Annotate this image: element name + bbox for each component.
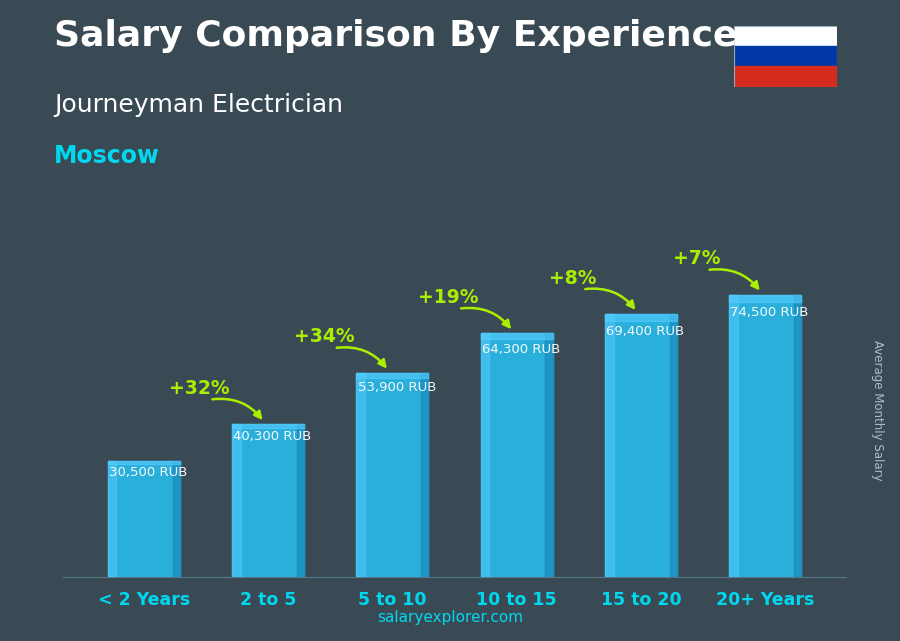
Text: 74,500 RUB: 74,500 RUB: [731, 306, 809, 319]
Bar: [605, 314, 677, 577]
Bar: [108, 462, 116, 577]
Bar: [108, 462, 180, 464]
Bar: [729, 295, 738, 577]
Bar: [670, 314, 677, 577]
Bar: [232, 424, 304, 577]
Bar: [734, 46, 837, 66]
Bar: [545, 333, 553, 577]
Text: +19%: +19%: [418, 288, 479, 307]
Bar: [481, 333, 490, 577]
Bar: [356, 373, 365, 577]
Text: salaryexplorer.com: salaryexplorer.com: [377, 610, 523, 625]
Bar: [734, 26, 837, 46]
Bar: [605, 314, 614, 577]
Bar: [108, 462, 180, 577]
Text: 30,500 RUB: 30,500 RUB: [109, 466, 187, 479]
Bar: [356, 372, 428, 378]
Bar: [481, 333, 553, 577]
Text: Salary Comparison By Experience: Salary Comparison By Experience: [54, 19, 737, 53]
Bar: [356, 373, 428, 577]
Bar: [481, 333, 553, 340]
Text: +32%: +32%: [169, 379, 230, 397]
Text: Journeyman Electrician: Journeyman Electrician: [54, 93, 343, 117]
Bar: [605, 314, 677, 320]
Bar: [421, 373, 428, 577]
Bar: [173, 462, 180, 577]
Bar: [794, 295, 801, 577]
Text: +8%: +8%: [549, 269, 597, 288]
Text: 69,400 RUB: 69,400 RUB: [606, 324, 684, 338]
Text: 53,900 RUB: 53,900 RUB: [357, 381, 436, 394]
Bar: [232, 424, 304, 428]
Bar: [734, 66, 837, 87]
Text: 40,300 RUB: 40,300 RUB: [233, 430, 311, 444]
Bar: [729, 295, 801, 302]
Bar: [729, 295, 801, 577]
Text: 64,300 RUB: 64,300 RUB: [482, 343, 560, 356]
Bar: [232, 424, 240, 577]
Text: Moscow: Moscow: [54, 144, 160, 168]
Bar: [297, 424, 304, 577]
Text: +7%: +7%: [673, 249, 721, 268]
Text: +34%: +34%: [293, 327, 355, 346]
Text: Average Monthly Salary: Average Monthly Salary: [871, 340, 884, 481]
